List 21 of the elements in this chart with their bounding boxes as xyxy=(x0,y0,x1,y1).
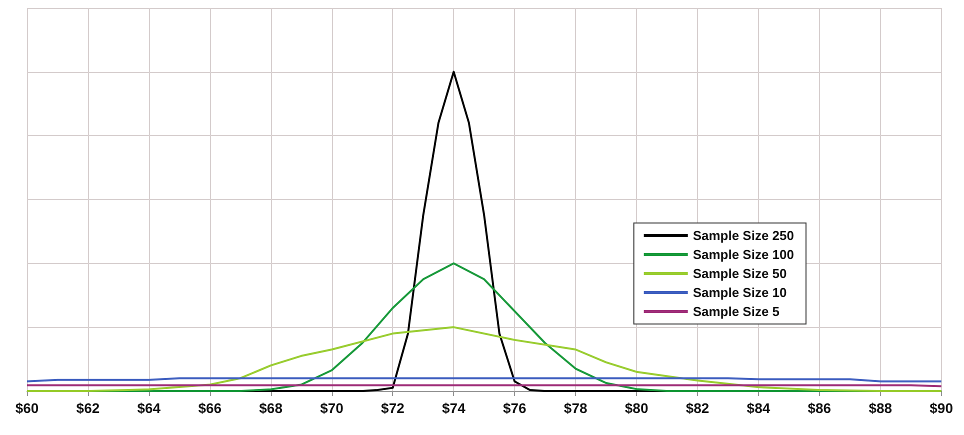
legend-label: Sample Size 5 xyxy=(692,304,780,319)
x-tick-label: $72 xyxy=(381,400,405,416)
x-tick-label: $88 xyxy=(868,400,892,416)
x-tick-label: $66 xyxy=(198,400,222,416)
x-tick-label: $78 xyxy=(564,400,588,416)
legend-label: Sample Size 100 xyxy=(692,247,794,262)
x-tick-label: $82 xyxy=(686,400,710,416)
x-tick-label: $80 xyxy=(624,400,648,416)
x-tick-label: $84 xyxy=(746,400,770,416)
x-tick-label: $68 xyxy=(259,400,283,416)
legend-label: Sample Size 250 xyxy=(692,228,794,243)
x-tick-label: $70 xyxy=(320,400,344,416)
x-tick-label: $90 xyxy=(930,400,954,416)
x-tick-label: $76 xyxy=(502,400,527,416)
x-tick-label: $62 xyxy=(76,400,100,416)
x-tick-label: $86 xyxy=(808,400,832,416)
x-tick-label: $74 xyxy=(442,400,466,416)
legend-label: Sample Size 50 xyxy=(692,266,787,281)
legend-label: Sample Size 10 xyxy=(692,285,787,300)
x-tick-label: $64 xyxy=(137,400,161,416)
x-tick-label: $60 xyxy=(15,400,39,416)
